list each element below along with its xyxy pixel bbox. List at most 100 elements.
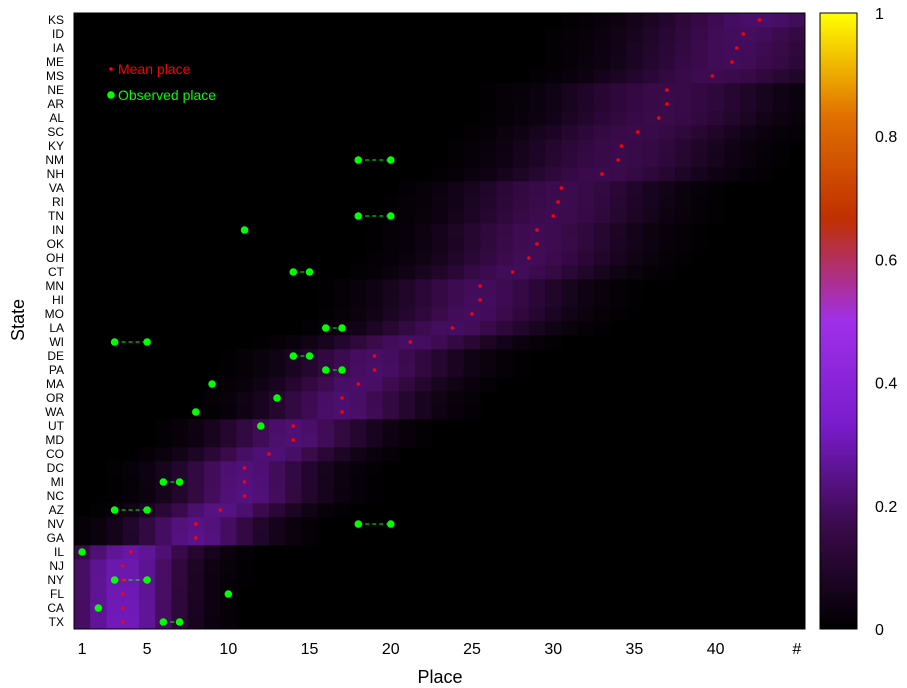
state-label-ut: UT [48, 419, 65, 433]
heatmap-cell-in-33 [593, 223, 611, 238]
heatmap-cell-ga-14 [285, 531, 302, 546]
heatmap-cell-ky-41 [723, 139, 741, 154]
heatmap-cell-il-5 [138, 545, 156, 560]
heatmap-cell-ne-27 [496, 83, 513, 98]
heatmap-cell-me-32 [577, 55, 595, 70]
heatmap-cell-id-39 [691, 27, 708, 42]
heatmap-cell-va-26 [480, 181, 497, 196]
heatmap-cell-dc-4 [122, 461, 140, 476]
heatmap-cell-nm-29 [528, 153, 546, 168]
heatmap-cell-co-20 [382, 447, 400, 462]
heatmap-cell-co-12 [252, 447, 270, 462]
heatmap-cell-sc-38 [675, 125, 692, 140]
heatmap-cell-ca-8 [187, 601, 205, 616]
heatmap-cell-ok-22 [415, 237, 432, 252]
heatmap-cell-nh-43 [756, 167, 773, 182]
heatmap-cell-wi-13 [268, 335, 286, 350]
heatmap-cell-mi-15 [301, 475, 318, 490]
heatmap-cell-ms-43 [756, 69, 773, 84]
mean-marker-ar [665, 102, 669, 106]
heatmap-cell-az-11 [236, 503, 253, 518]
observed-marker-fl-10 [224, 590, 233, 598]
heatmap-cell-nm-32 [577, 153, 595, 168]
heatmap-cell-ok-36 [642, 237, 660, 252]
heatmap-cell-nm-41 [723, 153, 741, 168]
heatmap-cell-co-16 [317, 447, 335, 462]
observed-marker-mi-6 [159, 478, 168, 486]
state-label-fl: FL [50, 587, 64, 601]
heatmap-cell-ks-38 [675, 13, 692, 28]
heatmap-cell-id-31 [561, 27, 578, 42]
heatmap-cell-ri-38 [675, 195, 692, 210]
heatmap-cell-ut-22 [415, 419, 432, 434]
x-tick-15: 15 [301, 641, 319, 658]
observed-marker-or-13 [273, 394, 281, 402]
heatmap-cell-mn-34 [610, 279, 627, 294]
heatmap-cell-nj-6 [155, 559, 172, 574]
heatmap-cell-ia-31 [561, 41, 578, 56]
heatmap-cell-ma-26 [480, 377, 497, 392]
heatmap-cell-tn-28 [512, 209, 530, 224]
heatmap-cell-tn-25 [463, 209, 481, 224]
heatmap-cell-al-28 [512, 111, 530, 126]
heatmap-cell-nj-10 [220, 559, 237, 574]
heatmap-cell-tn-34 [610, 209, 627, 224]
heatmap-cell-ne-40 [707, 83, 725, 98]
mean-marker-dc [242, 466, 247, 470]
heatmap-cell-ne-44 [772, 83, 790, 98]
heatmap-cell-ga-13 [268, 531, 286, 546]
heatmap-cell-al-40 [707, 111, 725, 126]
heatmap-cell-wa-25 [463, 405, 481, 420]
heatmap-cell-ar-26 [480, 97, 497, 112]
heatmap-cell-ca-1 [74, 601, 91, 616]
heatmap-cell-dc-5 [138, 461, 156, 476]
heatmap-cell-nm-28 [512, 153, 530, 168]
heatmap-cell-va-33 [593, 181, 611, 196]
heatmap-cell-md-10 [220, 433, 237, 448]
heatmap-cell-ut-10 [220, 419, 237, 434]
observed-marker-nv-20 [386, 520, 395, 528]
heatmap-cell-or-22 [415, 391, 432, 406]
heatmap-cell-or-23 [431, 391, 448, 406]
heatmap-cell-ok-30 [545, 237, 562, 252]
heatmap-cell-ma-17 [333, 377, 351, 392]
heatmap-cell-ri-36 [642, 195, 660, 210]
colorbar-tick-1: 1 [875, 6, 884, 23]
state-label-ct: CT [48, 265, 65, 279]
heatmap-cell-az-7 [171, 503, 189, 518]
heatmap-cell-tx-8 [187, 615, 205, 630]
heatmap-cell-nc-9 [203, 489, 221, 504]
heatmap-cell-oh-38 [675, 251, 692, 266]
heatmap-cell-nh-40 [707, 167, 725, 182]
heatmap-cell-ky-26 [480, 139, 497, 154]
heatmap-cell-id-42 [740, 27, 757, 42]
heatmap-cell-in-27 [496, 223, 513, 238]
heatmap-cell-nc-10 [220, 489, 237, 504]
heatmap-cell-mo-21 [398, 307, 416, 322]
heatmap-cell-in-32 [577, 223, 595, 238]
heatmap-cell-ne-41 [723, 83, 741, 98]
heatmap-cell-ga-12 [252, 531, 270, 546]
heatmap-cell-oh-32 [577, 251, 595, 266]
mean-marker-ny [120, 578, 125, 582]
heatmap-cell-ca-3 [106, 601, 124, 616]
heatmap-cell-ca-9 [203, 601, 221, 616]
heatmap-cell-ca-6 [155, 601, 172, 616]
heatmap-cell-ny-1 [74, 573, 91, 588]
heatmap-cell-me-39 [691, 55, 708, 70]
mean-marker-nm [616, 158, 620, 162]
mean-marker-ri [556, 200, 560, 204]
heatmap-cell-dc-6 [155, 461, 172, 476]
heatmap-cell-nh-38 [675, 167, 692, 182]
heatmap-cell-md-20 [382, 433, 400, 448]
heatmap-cell-nv-1 [74, 517, 91, 532]
heatmap-cell-ct-28 [512, 265, 530, 280]
heatmap-cell-wa-20 [382, 405, 400, 420]
heatmap-cell-sc-25 [463, 125, 481, 140]
state-label-wi: WI [49, 335, 64, 349]
heatmap-cell-id-40 [707, 27, 725, 42]
heatmap-cell-ne-42 [740, 83, 757, 98]
heatmap-cell-tn-33 [593, 209, 611, 224]
heatmap-cell-hi-23 [431, 293, 448, 308]
